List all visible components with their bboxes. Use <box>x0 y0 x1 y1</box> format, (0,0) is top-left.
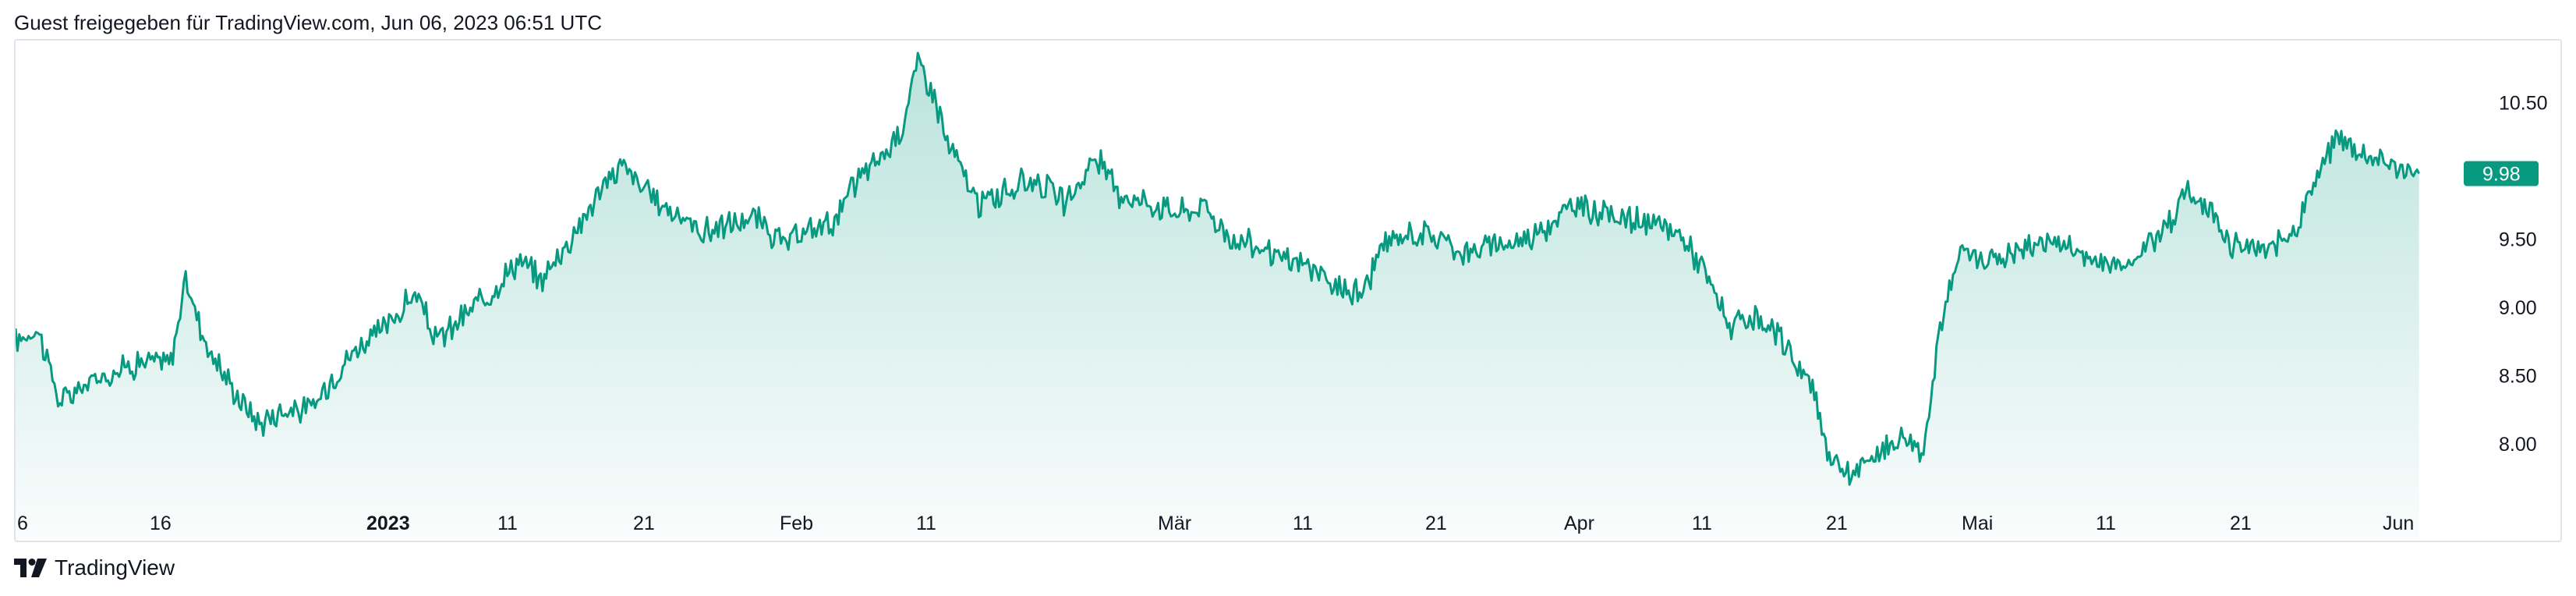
x-tick-label: Mai <box>1962 513 1993 534</box>
x-tick-label: 11 <box>1692 513 1712 534</box>
x-tick-label: 21 <box>1425 513 1447 534</box>
tradingview-logo-icon <box>14 559 47 577</box>
brand-footer[interactable]: TradingView <box>14 555 175 580</box>
y-tick-label: 8.00 <box>2499 434 2537 456</box>
chart-panel[interactable]: 10.50 9.50 9.00 8.50 8.00 6 16 2023 11 21 Feb 11 Mä… <box>14 39 2562 542</box>
brand-name: TradingView <box>55 555 175 580</box>
y-tick-label: 8.50 <box>2499 366 2537 388</box>
price-chart[interactable]: 10.50 9.50 9.00 8.50 8.00 6 16 2023 11 21 Feb 11 Mä… <box>16 41 2562 542</box>
x-tick-label: 11 <box>916 513 936 534</box>
x-tick-label: 11 <box>2096 513 2116 534</box>
x-tick-label: 21 <box>633 513 655 534</box>
y-tick-label: 9.50 <box>2499 229 2537 251</box>
price-line[interactable] <box>16 51 2420 486</box>
x-tick-label: 21 <box>1826 513 1848 534</box>
last-price-label: 9.98 <box>2482 164 2521 186</box>
x-tick-label: 2023 <box>366 513 410 534</box>
x-tick-label: 6 <box>17 513 28 534</box>
price-area-fill <box>16 53 2419 541</box>
shared-by-caption: Guest freigegeben für TradingView.com, J… <box>14 11 602 34</box>
x-tick-label: 11 <box>1293 513 1313 534</box>
x-tick-label: Mär <box>1158 513 1191 534</box>
x-tick-label: 21 <box>2230 513 2252 534</box>
y-tick-label: 10.50 <box>2499 93 2548 115</box>
y-tick-label: 9.00 <box>2499 297 2537 319</box>
x-tick-label: 16 <box>150 513 172 534</box>
x-tick-label: 11 <box>497 513 518 534</box>
x-tick-label: Feb <box>780 513 813 534</box>
last-price-badge <box>2464 161 2539 186</box>
x-tick-label: Apr <box>1564 513 1594 534</box>
x-tick-label: Jun <box>2383 513 2414 534</box>
